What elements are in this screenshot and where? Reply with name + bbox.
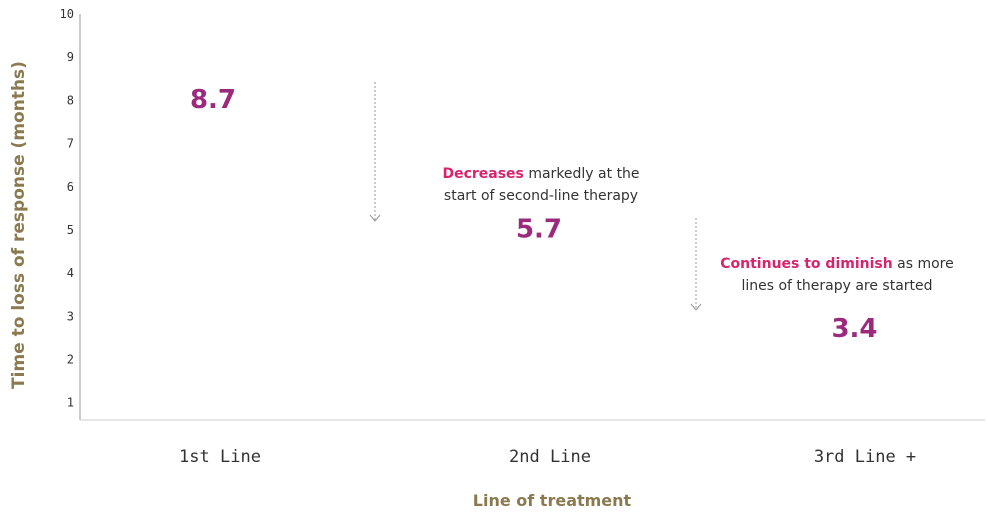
y-tick-label-3: 3 xyxy=(67,309,74,323)
y-tick-label-10: 10 xyxy=(60,7,74,21)
annotation-1-line-2: start of second-line therapy xyxy=(444,188,638,204)
category-label-2: 2nd Line xyxy=(509,447,591,467)
value-label-1: 8.7 xyxy=(190,85,236,115)
y-tick-labels: 1 2 3 4 5 6 7 8 9 10 xyxy=(60,7,74,410)
category-label-3: 3rd Line + xyxy=(814,447,916,467)
y-tick-label-5: 5 xyxy=(67,223,74,237)
annotation-1-rest: markedly at the xyxy=(524,166,640,182)
y-tick-label-9: 9 xyxy=(67,50,74,64)
y-tick-label-8: 8 xyxy=(67,93,74,107)
y-tick-label-2: 2 xyxy=(67,353,74,367)
annotation-1-highlight: Decreases xyxy=(442,166,523,182)
annotation-2-highlight: Continues to diminish xyxy=(720,256,892,272)
data-segments: 8.7 5.7 3.4 xyxy=(83,68,985,344)
drop-arrow-head-2 xyxy=(690,303,702,311)
y-tick-label-7: 7 xyxy=(67,137,74,151)
y-tick-label-6: 6 xyxy=(67,180,74,194)
drop-arrows xyxy=(369,82,702,311)
value-label-3: 3.4 xyxy=(831,314,877,344)
category-label-1: 1st Line xyxy=(179,447,261,467)
annotation-2-line-1: Continues to diminish as more xyxy=(720,256,954,272)
annotation-1-line-1: Decreases markedly at the xyxy=(442,166,639,182)
drop-arrow-head-1 xyxy=(369,214,381,222)
category-labels: 1st Line 2nd Line 3rd Line + xyxy=(179,447,916,467)
x-axis-title: Line of treatment xyxy=(473,491,632,510)
value-label-2: 5.7 xyxy=(516,215,562,245)
annotation-2-rest: as more xyxy=(893,256,954,272)
annotation-2-line-2: lines of therapy are started xyxy=(741,278,932,294)
y-tick-label-1: 1 xyxy=(67,396,74,410)
y-axis-title: Time to loss of response (months) xyxy=(9,61,29,389)
y-tick-label-4: 4 xyxy=(67,266,74,280)
